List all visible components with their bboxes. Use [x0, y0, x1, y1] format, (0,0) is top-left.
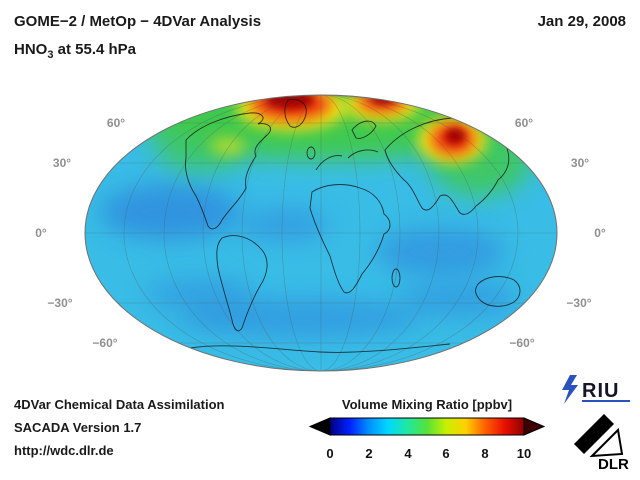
compound-subscript: 3	[47, 49, 54, 61]
lat-label-left-m60: −60°	[92, 336, 118, 350]
lat-label-right-0: 0°	[594, 226, 606, 240]
dlr-logo: DLR	[574, 414, 629, 472]
colorbar-tick-6: 6	[442, 446, 449, 461]
lat-label-left-60: 60°	[106, 116, 126, 130]
riu-logo: RIU	[562, 375, 630, 404]
colorbar-tick-2: 2	[365, 446, 372, 461]
dlr-emblem-solid	[574, 414, 614, 454]
dlr-emblem-outline	[589, 427, 624, 458]
dlr-logo-text: DLR	[598, 456, 629, 472]
map-boundary	[84, 94, 558, 372]
lat-label-left-m30: −30°	[47, 296, 73, 310]
lat-label-left-30: 30°	[52, 156, 72, 170]
colorbar-tick-4: 4	[404, 446, 412, 461]
lat-label-right-30: 30°	[570, 156, 590, 170]
riu-logo-text: RIU	[582, 380, 619, 402]
figure-date: Jan 29, 2008	[537, 13, 626, 30]
riu-underline	[582, 400, 630, 402]
lat-label-right-m60: −60°	[509, 336, 535, 350]
riu-bolt-icon	[562, 375, 578, 404]
pressure-level: at 55.4 hPa	[53, 41, 137, 58]
lat-label-right-60: 60°	[514, 116, 534, 130]
lat-label-left-0: 0°	[35, 226, 47, 240]
footer-url: http://wdc.dlr.de	[14, 443, 114, 458]
colorbar: 0 2 4 6 8 10	[308, 417, 546, 461]
colorbar-tick-8: 8	[481, 446, 488, 461]
figure-title: GOME−2 / MetOp − 4DVar Analysis	[14, 13, 262, 30]
figure-subtitle: HNO3 at 55.4 hPa	[14, 41, 136, 61]
map-field	[85, 95, 557, 371]
lat-label-right-m30: −30°	[566, 296, 592, 310]
colorbar-tick-0: 0	[326, 446, 333, 461]
footer-version: SACADA Version 1.7	[14, 420, 142, 435]
footer-assimilation: 4DVar Chemical Data Assimilation	[14, 397, 225, 412]
colorbar-title: Volume Mixing Ratio [ppbv]	[341, 397, 513, 412]
colorbar-over-arrow	[523, 417, 546, 436]
colorbar-gradient	[329, 417, 525, 436]
compound-name: HNO	[14, 41, 48, 58]
colorbar-under-arrow	[308, 417, 331, 436]
colorbar-tick-10: 10	[517, 446, 531, 461]
